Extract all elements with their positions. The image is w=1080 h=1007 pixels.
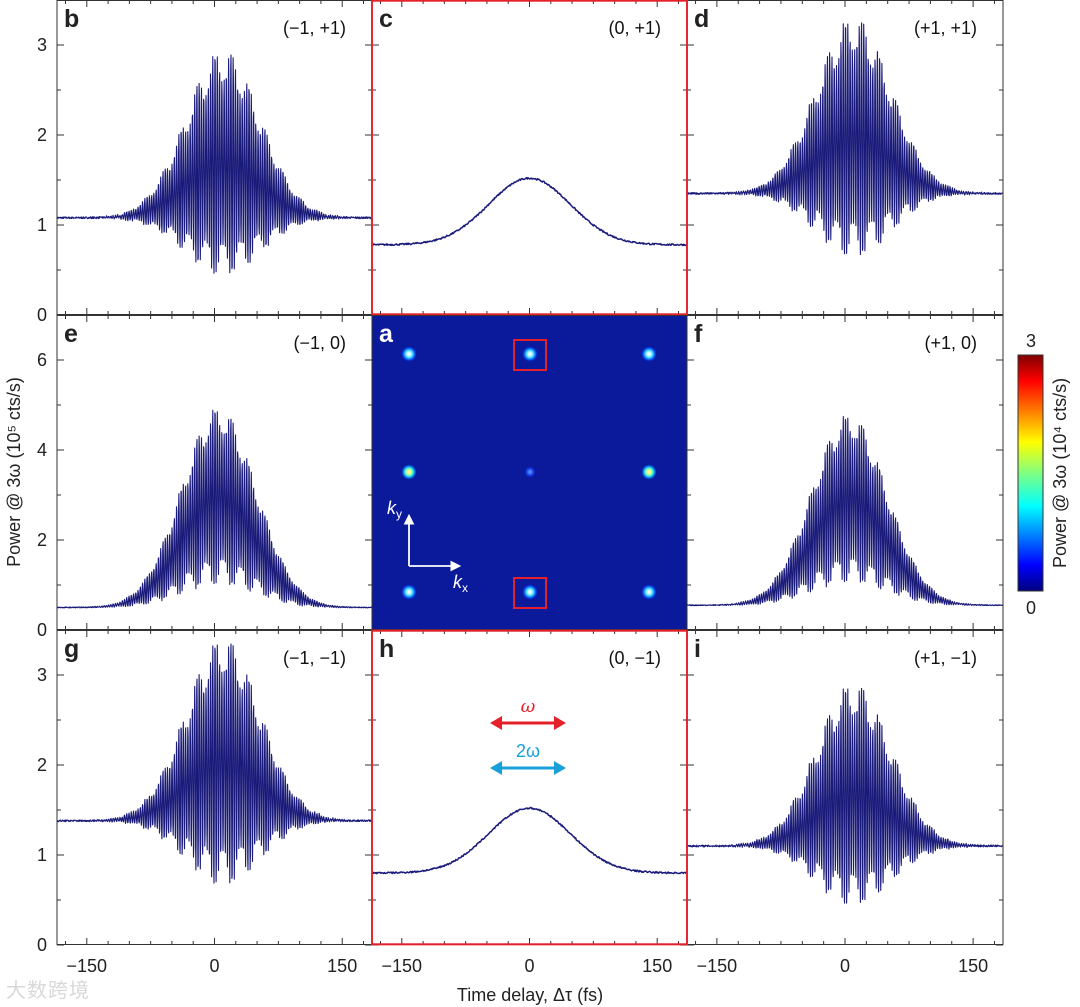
- red-frame-h: [371, 629, 688, 946]
- panel-f: (+1, 0) f: [686, 314, 1004, 631]
- panel-index-label-e: (−1, 0): [293, 333, 346, 353]
- series-line-f: [686, 416, 1004, 607]
- panel-letter-b: b: [64, 5, 79, 33]
- x-axis-label: Time delay, Δτ (fs): [457, 985, 603, 1005]
- colorbar-min-label: 0: [1026, 598, 1036, 618]
- legend-2omega-arrow-head-right: [554, 761, 566, 775]
- colorbar: [1017, 354, 1044, 592]
- red-frame-c: [371, 0, 688, 316]
- y-tick-label-g: 3: [37, 665, 47, 685]
- heatmap-spot: [524, 466, 536, 478]
- panel-index-label-f: (+1, 0): [924, 333, 977, 353]
- heatmap-spot: [401, 464, 417, 480]
- x-tick-label-i: 150: [958, 956, 988, 976]
- panel-letter-e: e: [64, 320, 78, 348]
- panel-frame-c: [371, 0, 688, 316]
- panel-index-label-d: (+1, +1): [914, 18, 977, 38]
- heatmap-spot: [401, 346, 417, 362]
- y-tick-label-b: 1: [37, 215, 47, 235]
- y-tick-label-b: 2: [37, 125, 47, 145]
- panel-frame-f: [686, 315, 1004, 630]
- panel-c: (0, +1) c: [371, 0, 688, 316]
- panel-index-label-b: (−1, +1): [283, 18, 346, 38]
- y-tick-label-g: 0: [37, 935, 47, 955]
- panel-letter-i: i: [694, 635, 701, 663]
- series-line-i: [686, 687, 1004, 904]
- x-tick-label-h: −150: [382, 956, 423, 976]
- series-line-g: [56, 643, 373, 884]
- panel-letter-g: g: [64, 635, 79, 663]
- panel-h: −150 0 150 (0, −1) h: [371, 629, 688, 976]
- y-axis-label: Power @ 3ω (10⁵ cts/s): [4, 377, 24, 567]
- watermark: 大数跨境: [6, 978, 90, 1002]
- panel-index-label-i: (+1, −1): [914, 648, 977, 668]
- heatmap-spot: [641, 464, 657, 480]
- legend-omega-label: ω: [521, 696, 536, 717]
- panel-index-label-g: (−1, −1): [283, 648, 346, 668]
- highlight-box: [513, 339, 547, 371]
- panel-letter-a: a: [379, 320, 394, 348]
- legend-2omega-label: 2ω: [516, 741, 540, 761]
- heatmap-spot: [641, 584, 657, 600]
- panel-letter-d: d: [694, 5, 709, 33]
- series-line-h: [371, 806, 688, 875]
- panel-index-label-c: (0, +1): [608, 18, 661, 38]
- panel-g: 0 1 2 3 −150 0 150 (−1, −1) g: [37, 629, 373, 976]
- y-tick-label-b: 0: [37, 305, 47, 325]
- heatmap-spot: [522, 346, 538, 362]
- panel-d: (+1, +1) d: [686, 0, 1004, 316]
- heatmap-spot: [522, 584, 538, 600]
- series-line-d: [686, 22, 1004, 256]
- panel-b: 0 1 2 3 (−1, +1) b: [37, 0, 373, 325]
- y-tick-label-e: 2: [37, 530, 47, 550]
- y-tick-label-e: 4: [37, 440, 47, 460]
- legend-2omega-arrow-head-left: [490, 761, 502, 775]
- x-tick-label-h: 150: [642, 956, 672, 976]
- x-tick-label-g: 150: [327, 956, 357, 976]
- series-line-b: [56, 54, 373, 274]
- series-line-c: [371, 176, 688, 247]
- legend-omega-arrow-head-right: [554, 716, 566, 730]
- y-tick-label-e: 6: [37, 350, 47, 370]
- y-tick-label-e: 0: [37, 620, 47, 640]
- panel-letter-h: h: [379, 635, 394, 663]
- x-tick-label-i: 0: [840, 956, 850, 976]
- colorbar-max-label: 3: [1026, 331, 1036, 351]
- x-tick-label-h: 0: [524, 956, 534, 976]
- panel-i: −150 0 150 (+1, −1) i: [686, 629, 1004, 976]
- heatmap-spot: [401, 584, 417, 600]
- y-tick-label-g: 1: [37, 845, 47, 865]
- heatmap-spot: [641, 346, 657, 362]
- series-line-e: [56, 409, 373, 609]
- x-tick-label-i: −150: [697, 956, 738, 976]
- panel-letter-f: f: [694, 320, 703, 348]
- legend-omega-arrow-head-left: [490, 716, 502, 730]
- y-tick-label-b: 3: [37, 35, 47, 55]
- highlight-box: [513, 577, 547, 609]
- x-tick-label-g: −150: [67, 956, 108, 976]
- panel-e: 0 2 4 6 (−1, 0) e: [37, 314, 373, 640]
- y-tick-label-g: 2: [37, 755, 47, 775]
- panel-frame-h: [371, 629, 688, 946]
- panel-index-label-h: (0, −1): [608, 648, 661, 668]
- x-tick-label-g: 0: [209, 956, 219, 976]
- panel-letter-c: c: [379, 5, 393, 33]
- colorbar-label: Power @ 3ω (10⁴ cts/s): [1050, 378, 1070, 568]
